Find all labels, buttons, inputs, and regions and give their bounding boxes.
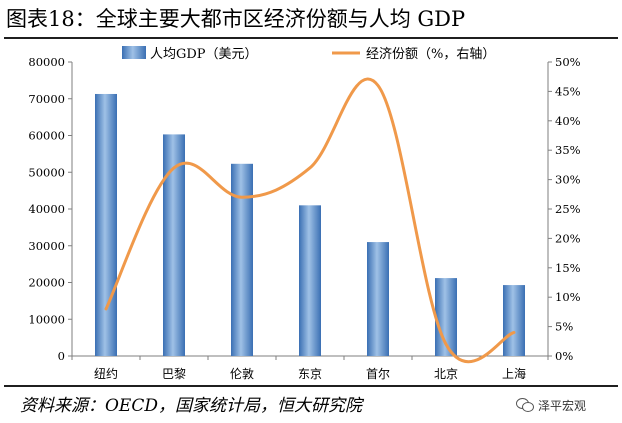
bar xyxy=(163,134,185,356)
left-tick-label: 70000 xyxy=(28,92,65,106)
watermark-text: 泽平宏观 xyxy=(538,398,587,413)
left-tick-label: 60000 xyxy=(28,129,65,143)
legend-line-label: 经济份额（%，右轴） xyxy=(366,47,495,62)
footer-divider xyxy=(4,385,618,387)
bar xyxy=(231,163,253,356)
left-tick-label: 10000 xyxy=(28,312,65,326)
source-note: 资料来源：OECD，国家统计局，恒大研究院 xyxy=(20,396,362,416)
legend-bar-swatch xyxy=(122,46,146,59)
right-tick-label: 50% xyxy=(555,55,581,69)
x-tick-label: 伦敦 xyxy=(230,366,254,381)
x-tick-label: 北京 xyxy=(434,367,458,381)
x-tick-label: 东京 xyxy=(298,367,322,381)
chart-title: 图表18：全球主要大都市区经济份额与人均 GDP xyxy=(6,7,466,31)
bar xyxy=(367,242,389,356)
x-tick-label: 上海 xyxy=(502,366,526,381)
left-tick-label: 30000 xyxy=(28,239,65,253)
left-tick-label: 80000 xyxy=(28,55,65,69)
legend-bar-label: 人均GDP（美元） xyxy=(150,47,258,62)
right-tick-label: 5% xyxy=(555,320,573,334)
right-tick-label: 25% xyxy=(555,202,581,216)
left-tick-label: 40000 xyxy=(28,202,65,216)
right-tick-label: 10% xyxy=(555,290,581,304)
x-tick-label: 巴黎 xyxy=(162,367,186,381)
wechat-icon xyxy=(516,397,534,413)
bar xyxy=(95,93,117,356)
left-tick-label: 20000 xyxy=(28,276,65,290)
right-tick-label: 30% xyxy=(555,173,581,187)
bar xyxy=(435,278,457,356)
left-tick-label: 50000 xyxy=(28,165,65,179)
title-divider xyxy=(4,37,618,39)
right-tick-label: 15% xyxy=(555,261,581,275)
x-tick-label: 纽约 xyxy=(94,366,118,381)
bar xyxy=(299,205,321,356)
bar xyxy=(503,285,525,356)
right-tick-label: 35% xyxy=(555,143,581,157)
right-tick-label: 20% xyxy=(555,231,581,245)
watermark: 泽平宏观 xyxy=(516,394,586,416)
right-tick-label: 45% xyxy=(555,84,581,98)
right-tick-label: 0% xyxy=(555,349,573,363)
left-tick-label: 0 xyxy=(58,349,65,363)
right-tick-label: 40% xyxy=(555,114,581,128)
x-tick-label: 首尔 xyxy=(366,366,390,381)
